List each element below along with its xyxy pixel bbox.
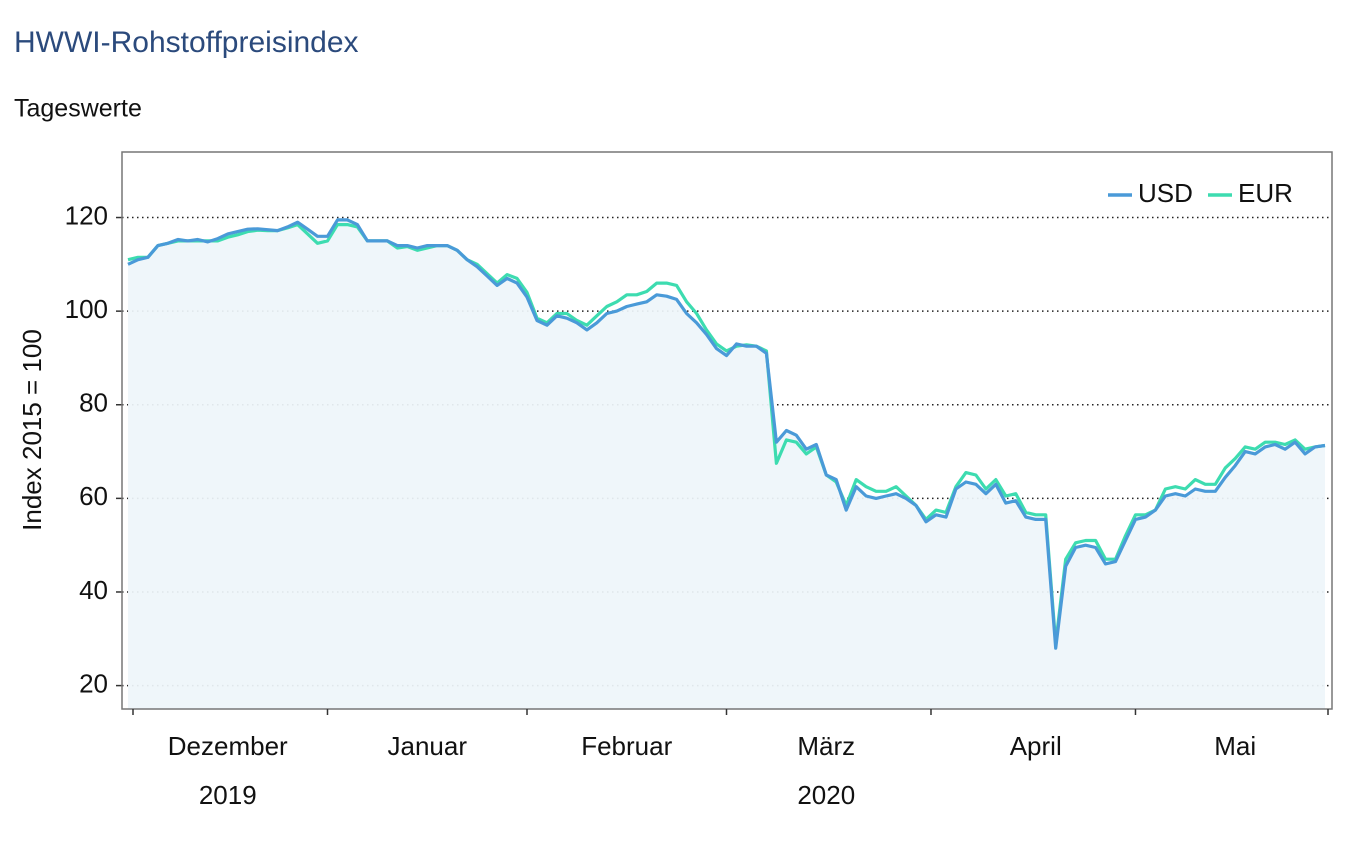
x-tick-label: Dezember	[168, 731, 288, 761]
x-tick-label: Januar	[388, 731, 468, 761]
area	[128, 219, 1325, 709]
line-eur	[127, 223, 1326, 646]
legend-label: EUR	[1238, 178, 1293, 208]
y-tick-label: 20	[79, 668, 108, 698]
chart-title: HWWI-Rohstoffpreisindex	[14, 26, 359, 59]
y-tick-label: 100	[65, 294, 108, 324]
x-tick-label: Mai	[1214, 731, 1256, 761]
y-tick-label: 80	[79, 388, 108, 418]
legend-label: USD	[1138, 178, 1193, 208]
x-year-label: 2019	[199, 780, 257, 810]
y-tick-label: 60	[79, 481, 108, 511]
x-tick-label: April	[1010, 731, 1062, 761]
y-tick-label: 40	[79, 575, 108, 605]
y-tick-label: 120	[65, 200, 108, 230]
x-tick-label: März	[797, 731, 855, 761]
x-tick-label: Februar	[581, 731, 672, 761]
x-year-label: 2020	[797, 780, 855, 810]
chart-subtitle: Tageswerte	[14, 95, 142, 123]
y-axis-label: Index 2015 = 100	[17, 329, 47, 531]
line-usd	[127, 218, 1326, 650]
